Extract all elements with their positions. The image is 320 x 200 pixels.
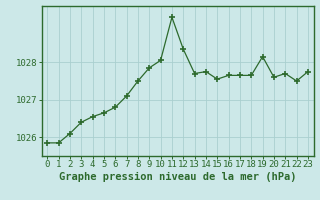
X-axis label: Graphe pression niveau de la mer (hPa): Graphe pression niveau de la mer (hPa) (59, 172, 296, 182)
